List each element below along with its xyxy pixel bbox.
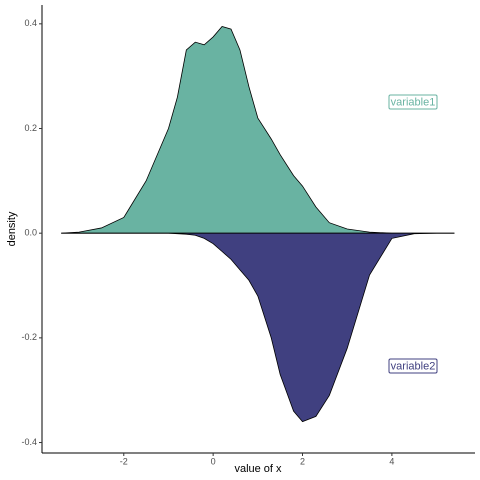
y-tick-label: 0.2: [24, 123, 37, 133]
y-tick-label: 0.4: [24, 18, 37, 28]
x-tick-label: 2: [300, 456, 305, 466]
density-area: [61, 26, 455, 234]
series-label-box: [388, 358, 438, 374]
y-axis-title: density: [6, 211, 18, 246]
series-label: variable2: [391, 360, 436, 372]
series-label-box: [388, 94, 438, 110]
series-label: variable1: [391, 96, 436, 108]
x-tick-label: -2: [120, 456, 128, 466]
y-tick-label: -0.2: [21, 332, 37, 342]
x-tick-label: 4: [389, 456, 394, 466]
x-tick-label: 0: [211, 456, 216, 466]
y-tick-label: 0.0: [24, 228, 37, 238]
x-axis-title: value of x: [234, 463, 282, 475]
y-tick-label: -0.4: [21, 437, 37, 447]
density-area: [61, 232, 455, 423]
